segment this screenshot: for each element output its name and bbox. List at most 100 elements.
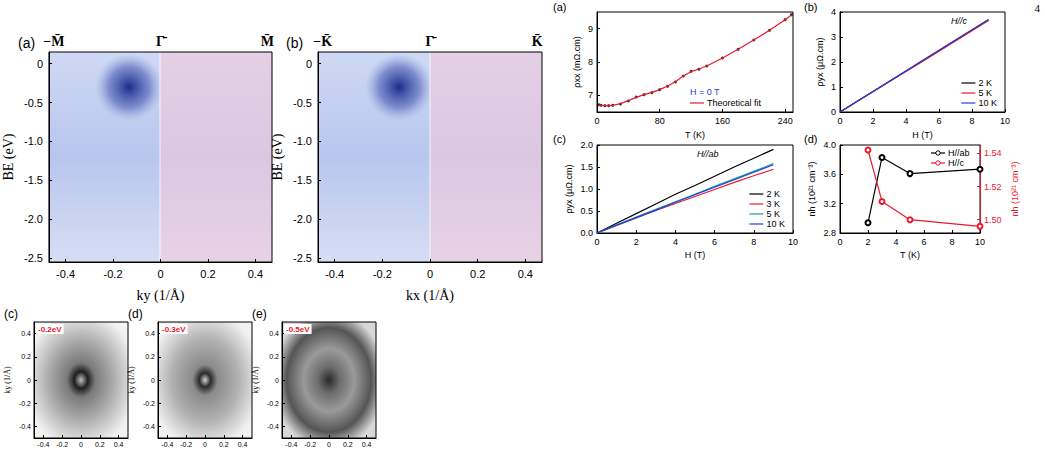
svg-text:4: 4 (831, 7, 836, 17)
svg-text:0.4: 0.4 (114, 441, 124, 448)
svg-text:H (T): H (T) (685, 250, 706, 260)
svg-text:BE (eV): BE (eV) (270, 133, 286, 180)
svg-text:H//ab: H//ab (697, 149, 719, 159)
svg-text:(c): (c) (553, 133, 566, 145)
svg-text:ky (1/Å): ky (1/Å) (127, 366, 136, 394)
svg-text:10 K: 10 K (978, 98, 997, 108)
svg-text:4.0: 4.0 (823, 140, 836, 150)
svg-text:-2.5: -2.5 (293, 252, 312, 264)
svg-text:-0.4: -0.4 (143, 423, 155, 430)
svg-text:nh (10²¹ cm⁻³): nh (10²¹ cm⁻³) (1010, 161, 1020, 216)
svg-text:-0.3eV: -0.3eV (162, 325, 186, 334)
svg-text:10: 10 (1000, 116, 1010, 126)
svg-text:3: 3 (831, 32, 836, 42)
svg-text:-1.5: -1.5 (293, 174, 312, 186)
svg-text:1.54: 1.54 (984, 148, 1002, 158)
svg-text:-2.0: -2.0 (293, 213, 312, 225)
svg-text:-0.4: -0.4 (161, 441, 173, 448)
svg-text:7: 7 (588, 90, 593, 100)
svg-text:Γ̄: Γ̄ (156, 34, 168, 49)
svg-text:-0.5eV: -0.5eV (286, 325, 310, 334)
svg-text:H = 0 T: H = 0 T (690, 87, 720, 97)
svg-text:-0.2: -0.2 (19, 400, 31, 407)
svg-text:(b): (b) (804, 1, 817, 13)
svg-text:-0.2: -0.2 (267, 400, 279, 407)
svg-text:0.0: 0.0 (580, 228, 593, 238)
svg-text:(c): (c) (4, 307, 18, 321)
svg-text:H//c: H//c (951, 16, 968, 26)
svg-text:-0.2: -0.2 (143, 400, 155, 407)
svg-text:0: 0 (327, 441, 331, 448)
svg-text:0: 0 (837, 116, 842, 126)
svg-text:0: 0 (275, 377, 279, 384)
svg-text:kx (1/Å): kx (1/Å) (406, 288, 454, 304)
svg-text:240: 240 (778, 116, 793, 126)
svg-text:2.8: 2.8 (823, 228, 836, 238)
svg-text:6: 6 (936, 116, 941, 126)
svg-text:0.2: 0.2 (145, 353, 155, 360)
svg-text:1.52: 1.52 (984, 182, 1002, 192)
svg-text:4: 4 (1035, 2, 1041, 14)
svg-text:0.2: 0.2 (470, 268, 485, 280)
svg-text:-0.4: -0.4 (325, 268, 344, 280)
svg-text:H//ab: H//ab (948, 148, 970, 158)
svg-text:1.0: 1.0 (580, 184, 593, 194)
svg-text:0: 0 (37, 58, 43, 70)
svg-text:-0.2: -0.2 (104, 268, 123, 280)
svg-text:10: 10 (975, 237, 985, 247)
svg-text:1: 1 (831, 82, 836, 92)
svg-text:M̄: M̄ (261, 34, 274, 49)
svg-text:80: 80 (655, 116, 665, 126)
svg-text:-2.0: -2.0 (24, 213, 43, 225)
svg-text:ky (1/Å): ky (1/Å) (251, 366, 260, 394)
svg-text:T (K): T (K) (685, 130, 705, 140)
svg-text:-0.4: -0.4 (19, 423, 31, 430)
svg-text:ky (1/Å): ky (1/Å) (3, 366, 12, 394)
svg-text:0.4: 0.4 (248, 268, 263, 280)
svg-text:−M̄: −M̄ (43, 34, 64, 49)
svg-text:0.4: 0.4 (518, 268, 533, 280)
svg-text:0: 0 (27, 377, 31, 384)
svg-text:8: 8 (751, 237, 756, 247)
svg-text:0.2: 0.2 (21, 353, 31, 360)
svg-text:(a): (a) (18, 35, 35, 51)
svg-text:ky (1/Å): ky (1/Å) (137, 288, 185, 304)
svg-text:-0.5: -0.5 (24, 97, 43, 109)
svg-text:(d): (d) (128, 307, 143, 321)
svg-text:H//c: H//c (948, 158, 965, 168)
svg-text:Theoretical fit: Theoretical fit (707, 98, 762, 108)
svg-text:0: 0 (306, 58, 312, 70)
svg-text:(b): (b) (286, 35, 303, 51)
svg-text:ρyx (μΩ.cm): ρyx (μΩ.cm) (564, 164, 574, 213)
svg-text:6: 6 (921, 237, 926, 247)
svg-text:4: 4 (903, 116, 908, 126)
svg-text:2 K: 2 K (978, 78, 992, 88)
svg-text:0.2: 0.2 (95, 441, 105, 448)
svg-text:10: 10 (788, 237, 798, 247)
svg-text:0: 0 (157, 268, 163, 280)
svg-text:4: 4 (893, 237, 898, 247)
svg-text:6: 6 (712, 237, 717, 247)
svg-text:2 K: 2 K (766, 189, 780, 199)
svg-text:-0.4: -0.4 (37, 441, 49, 448)
svg-text:-0.4: -0.4 (285, 441, 297, 448)
svg-text:0.2: 0.2 (269, 353, 279, 360)
svg-text:(d): (d) (804, 133, 817, 145)
svg-text:0: 0 (837, 237, 842, 247)
svg-text:nh (10²¹ cm⁻³): nh (10²¹ cm⁻³) (807, 161, 817, 216)
svg-text:1.5: 1.5 (580, 162, 593, 172)
svg-text:2: 2 (831, 57, 836, 67)
svg-text:0: 0 (203, 441, 207, 448)
svg-text:-0.2eV: -0.2eV (38, 325, 62, 334)
svg-text:-1.5: -1.5 (24, 174, 43, 186)
svg-text:-0.2: -0.2 (56, 441, 68, 448)
svg-text:Γ̄: Γ̄ (426, 34, 438, 49)
svg-text:0.2: 0.2 (343, 441, 353, 448)
svg-text:2: 2 (870, 116, 875, 126)
svg-text:-0.2: -0.2 (373, 268, 392, 280)
svg-text:(a): (a) (553, 1, 566, 13)
svg-text:8: 8 (969, 116, 974, 126)
svg-text:0.4: 0.4 (21, 330, 31, 337)
svg-text:160: 160 (715, 116, 730, 126)
svg-text:4: 4 (673, 237, 678, 247)
